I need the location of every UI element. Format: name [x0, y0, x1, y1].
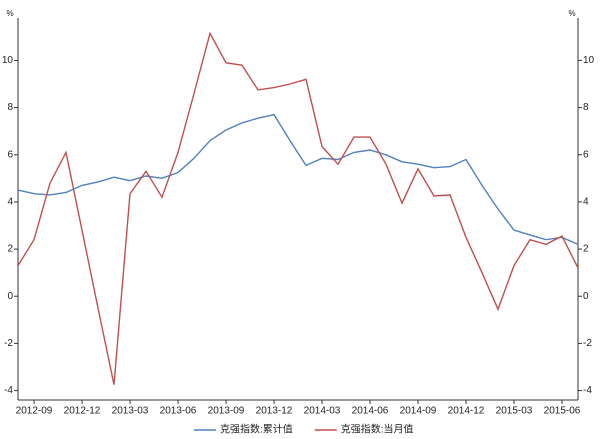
- series-line: [17, 113, 579, 246]
- legend-label: 克强指数:累计值: [220, 423, 293, 436]
- x-tick-label: 2013-09: [208, 406, 245, 417]
- x-tick-label: 2014-03: [304, 406, 341, 417]
- x-tick-label: 2015-03: [496, 406, 533, 417]
- y2-tick-label: -2: [583, 338, 592, 349]
- y2-tick-label: 2: [583, 244, 589, 255]
- x-tick-label: 2013-06: [160, 406, 197, 417]
- y2-tick-label: 0: [583, 291, 589, 302]
- y2-tick-label: 4: [583, 197, 589, 208]
- y-tick-label: 10: [2, 55, 14, 66]
- y-tick-label: 2: [7, 244, 13, 255]
- y2-tick-label: 10: [583, 55, 595, 66]
- x-tick-label: 2014-06: [352, 406, 389, 417]
- x-tick-label: 2012-09: [16, 406, 53, 417]
- y2-axis-label: %: [568, 9, 575, 18]
- x-tick-label: 2012-12: [64, 406, 101, 417]
- legend-label: 克强指数:当月值: [341, 423, 414, 436]
- y2-tick-label: 6: [583, 149, 589, 160]
- y-tick-label: 6: [7, 149, 13, 160]
- x-tick-label: 2014-12: [448, 406, 485, 417]
- y-tick-label: 4: [7, 197, 13, 208]
- x-tick-label: 2013-12: [256, 406, 293, 417]
- y-tick-label: -4: [4, 385, 13, 396]
- y-tick-label: 8: [7, 102, 13, 113]
- x-tick-label: 2015-06: [544, 406, 581, 417]
- y-axis-label: %: [6, 9, 13, 18]
- y2-tick-label: 8: [583, 102, 589, 113]
- x-tick-label: 2014-09: [400, 406, 437, 417]
- y-tick-label: -2: [4, 338, 13, 349]
- x-tick-label: 2013-03: [112, 406, 149, 417]
- y-tick-label: 0: [7, 291, 13, 302]
- y2-tick-label: -4: [583, 385, 592, 396]
- series-line: [17, 31, 579, 385]
